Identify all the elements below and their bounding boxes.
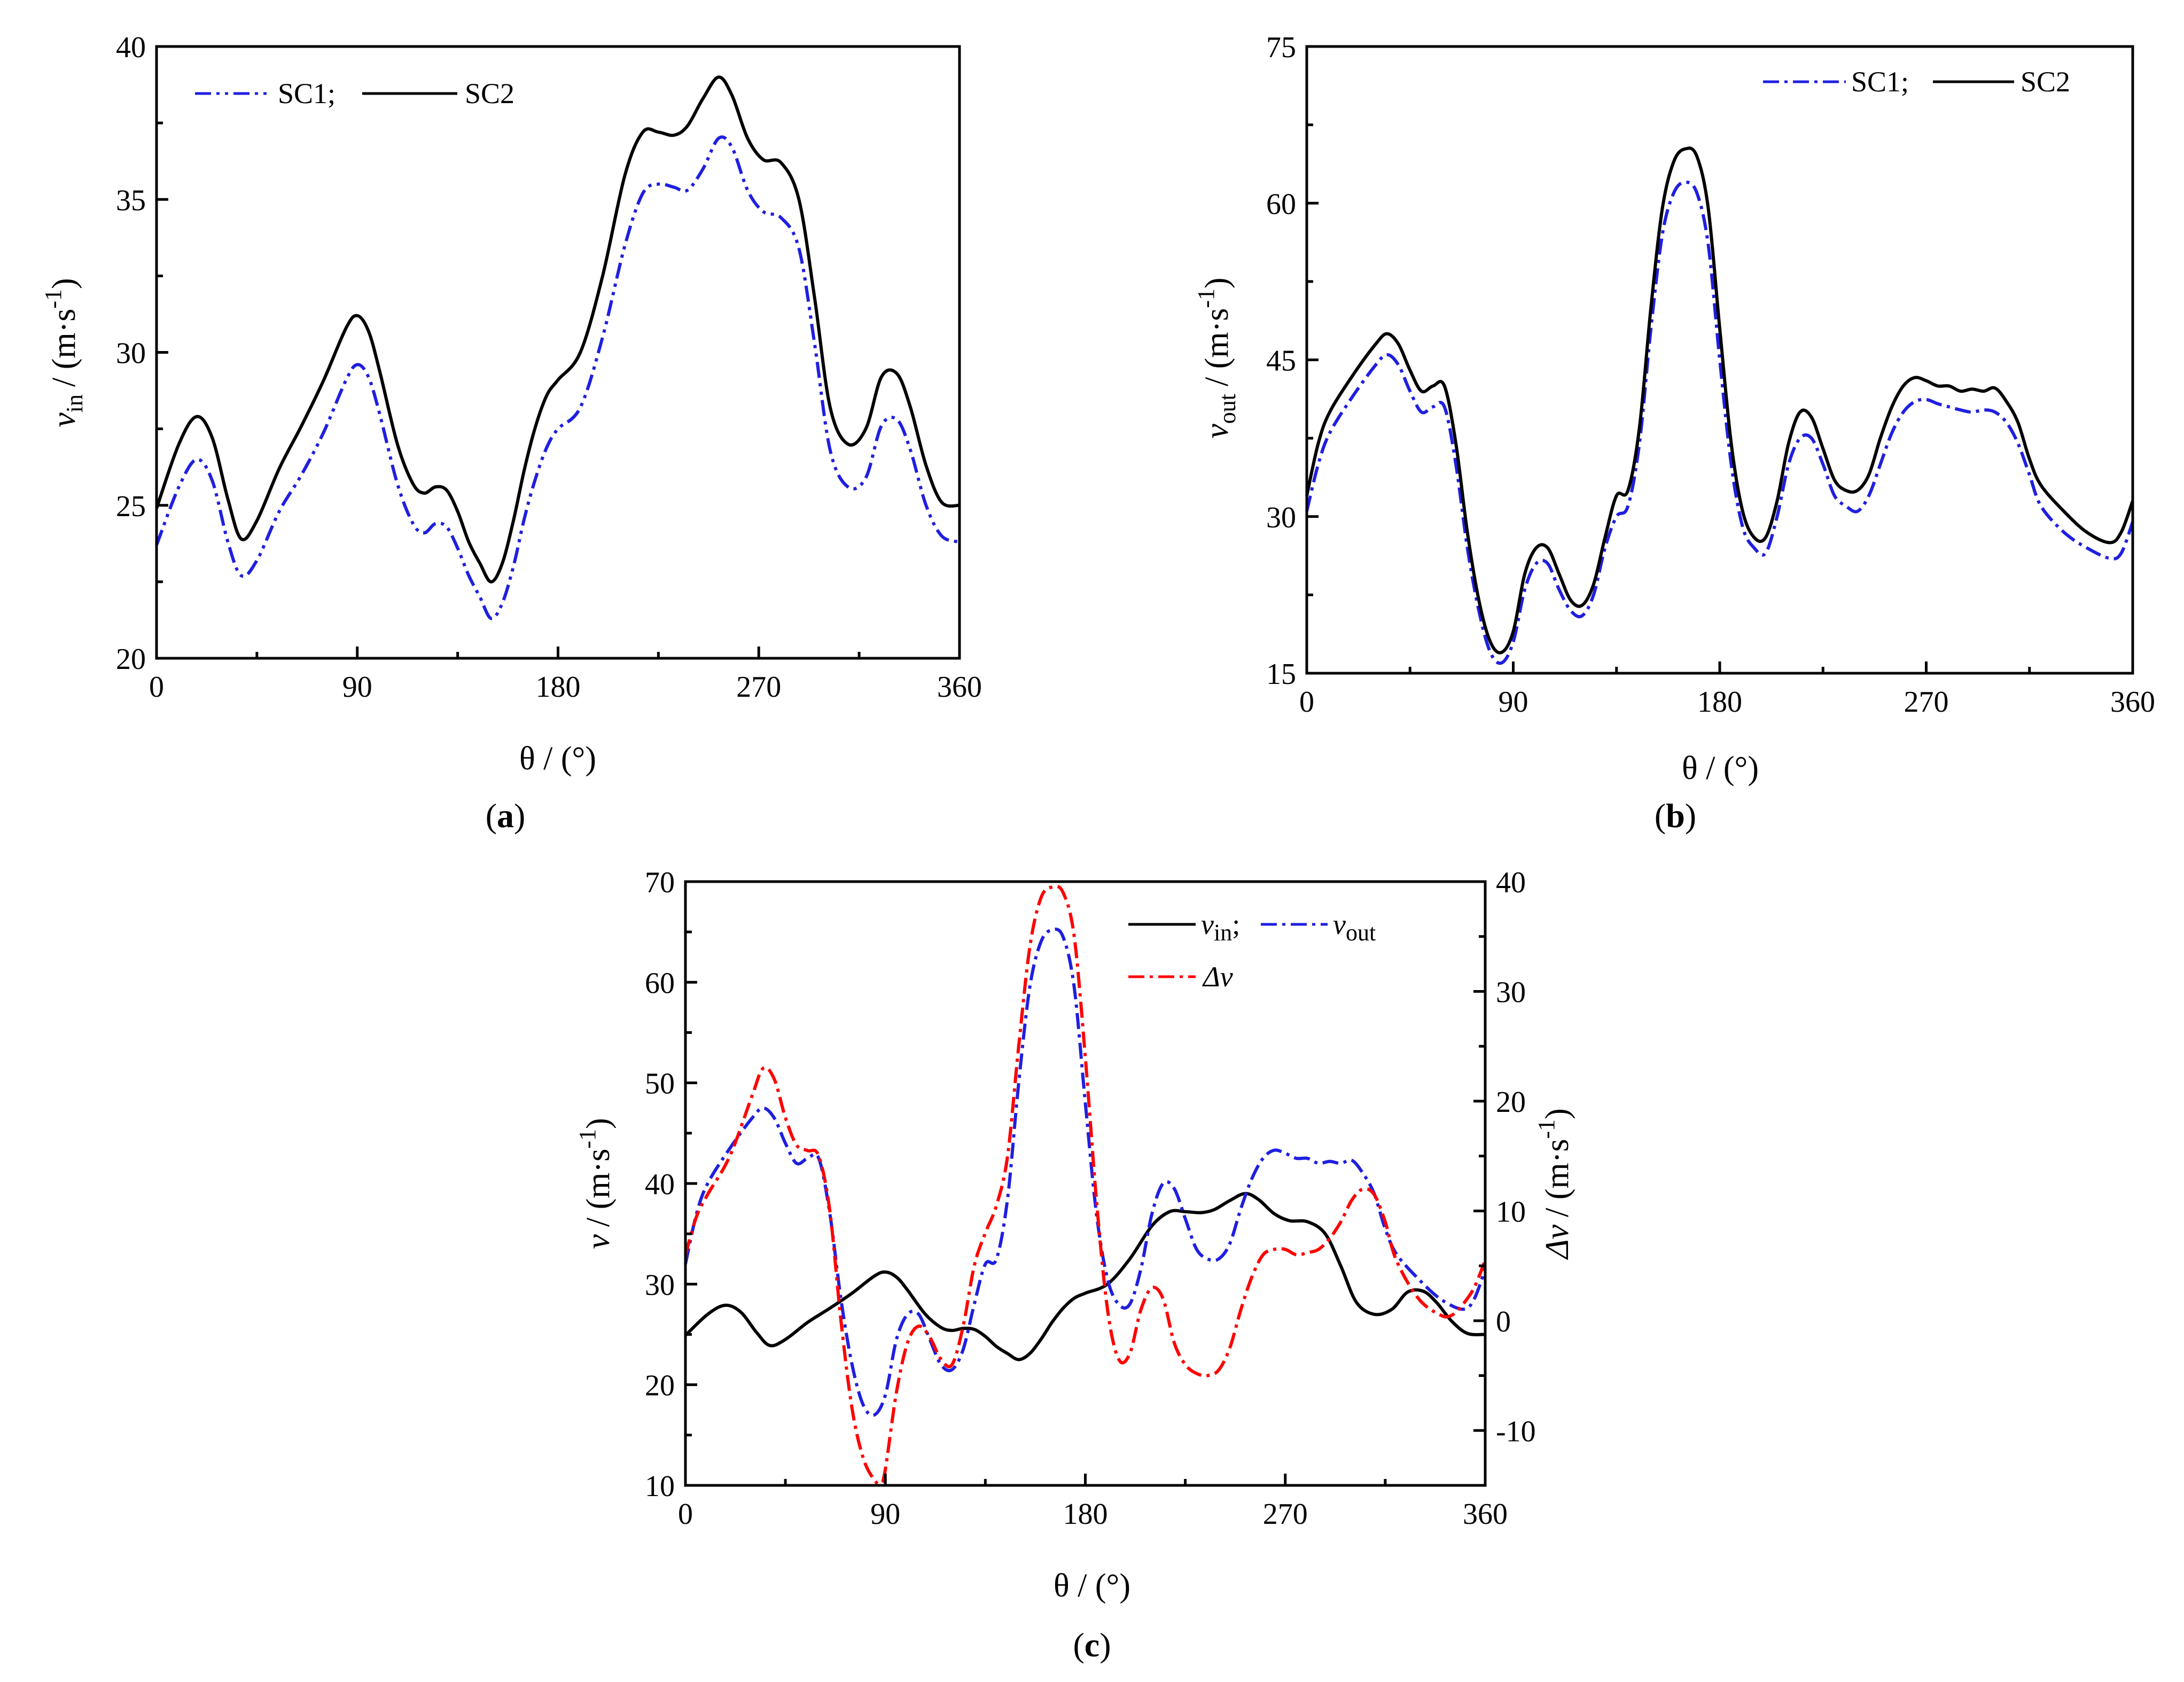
panel-b-x-tick-label: 360 (2110, 686, 2155, 719)
panel-c-y2-axis-title: Δv/ (m·s-1) (1533, 1108, 1575, 1260)
panel-b-series-sc1 (1305, 181, 2134, 665)
panel-c-label: (c) (1073, 1626, 1111, 1664)
panel-b-series-layer (1305, 146, 2134, 665)
panel-a-ticks: 0 90 180 270 360 20 25 30 35 40 (116, 31, 982, 704)
panel-c-series-delta-v (684, 884, 1487, 1486)
panel-c-x-tick-label: 90 (870, 1498, 900, 1531)
panel-c-y2-tick-label: 10 (1496, 1195, 1526, 1228)
panel-b-x-tick-label: 0 (1299, 686, 1314, 719)
panel-c-y-tick-label: 40 (645, 1168, 675, 1201)
panel-b-legend: SC1; SC2 (1763, 66, 2070, 98)
panel-a-x-tick-label: 360 (937, 671, 982, 704)
panel-b-y-tick-label: 15 (1266, 658, 1296, 691)
panel-a-x-tick-label: 270 (736, 671, 781, 704)
panel-b-y-tick-label: 30 (1266, 501, 1296, 534)
panel-c-series-v-in (684, 1192, 1486, 1361)
panel-b-x-tick-label: 90 (1499, 686, 1528, 719)
panel-b-legend-sc2-text: SC2 (2021, 66, 2070, 98)
panel-b-legend-sc1-text: SC1; (1851, 66, 1909, 98)
panel-c-y2-tick-label: 40 (1496, 866, 1526, 899)
panel-b-x-axis-title: θ / (°) (1682, 750, 1759, 787)
panel-c-y-tick-label: 60 (645, 967, 675, 1000)
panel-b-x-tick-label: 270 (1904, 686, 1949, 719)
panel-c-y2-tick-label: 20 (1496, 1086, 1526, 1119)
panel-c-y-tick-label: 50 (645, 1068, 675, 1101)
panel-c-x-tick-label: 180 (1063, 1498, 1108, 1531)
panel-a: 0 90 180 270 360 20 25 30 35 40 vin/ (m·s-1) θ / … (40, 31, 982, 835)
panel-b-y-tick-label: 45 (1266, 345, 1296, 378)
panel-b-label: (b) (1655, 797, 1696, 835)
panel-b-y-axis-title: vout/ (m·s-1) (1193, 277, 1241, 438)
panel-c-legend-vin-text: vin; (1201, 908, 1240, 946)
panel-b-x-tick-label: 180 (1697, 686, 1742, 719)
panel-c-series-v-out (684, 928, 1487, 1417)
panel-a-x-tick-label: 0 (149, 671, 164, 704)
panel-a-y-tick-label: 40 (116, 31, 146, 64)
panel-c-legend-delta-text: Δv (1202, 961, 1233, 993)
panel-a-series-sc1 (155, 135, 960, 620)
panel-a-y-tick-label: 30 (116, 337, 146, 370)
panel-c-y-tick-label: 20 (645, 1369, 675, 1403)
panel-c-x-axis-title: θ / (°) (1054, 1568, 1130, 1604)
panel-a-legend: SC1; SC2 (195, 77, 514, 110)
panel-a-series-sc2 (155, 75, 960, 583)
panel-a-x-tick-label: 90 (342, 671, 372, 704)
panel-a-legend-sc2-text: SC2 (465, 77, 514, 110)
panel-c-legend-vout-text: vout (1333, 908, 1376, 946)
panel-c-x-tick-label: 360 (1463, 1498, 1508, 1531)
panel-a-y-tick-label: 20 (116, 643, 146, 676)
panel-c-legend: vin; vout Δv (1128, 908, 1376, 993)
panel-c-y-axis-title: v/ (m·s-1) (574, 1118, 617, 1249)
panel-a-y-axis-title: vin/ (m·s-1) (40, 278, 88, 427)
panel-a-x-tick-label: 180 (536, 671, 581, 704)
panel-b-ticks: 0 90 180 270 360 15 30 45 60 75 (1266, 31, 2155, 719)
panel-b-series-sc2 (1305, 146, 2134, 655)
panel-c-x-tick-label: 270 (1263, 1498, 1308, 1531)
panel-c-y-tick-label: 70 (645, 866, 675, 899)
panel-a-y-tick-label: 25 (116, 490, 146, 523)
panel-b: 0 90 180 270 360 15 30 45 60 75 vout/ (m·s-1) θ /… (1193, 31, 2155, 835)
panel-a-y-tick-label: 35 (116, 184, 146, 217)
panel-c-x-tick-label: 0 (678, 1498, 693, 1531)
panel-c-y2-tick-label: 30 (1496, 976, 1526, 1009)
panel-c-y2-tick-label: 0 (1496, 1305, 1511, 1338)
panel-c-y-tick-label: 10 (645, 1470, 675, 1503)
panel-b-y-tick-label: 60 (1266, 188, 1296, 221)
panel-b-y-tick-label: 75 (1266, 31, 1296, 64)
panel-a-label: (a) (486, 797, 526, 835)
panel-c-y2-tick-label: -10 (1496, 1415, 1536, 1448)
panel-c-series-layer (684, 884, 1487, 1486)
panel-c-y-tick-label: 30 (645, 1268, 675, 1302)
panel-a-legend-sc1-text: SC1; (278, 77, 336, 110)
panel-a-series-layer (155, 75, 960, 620)
panel-a-x-axis-title: θ / (°) (519, 741, 596, 777)
